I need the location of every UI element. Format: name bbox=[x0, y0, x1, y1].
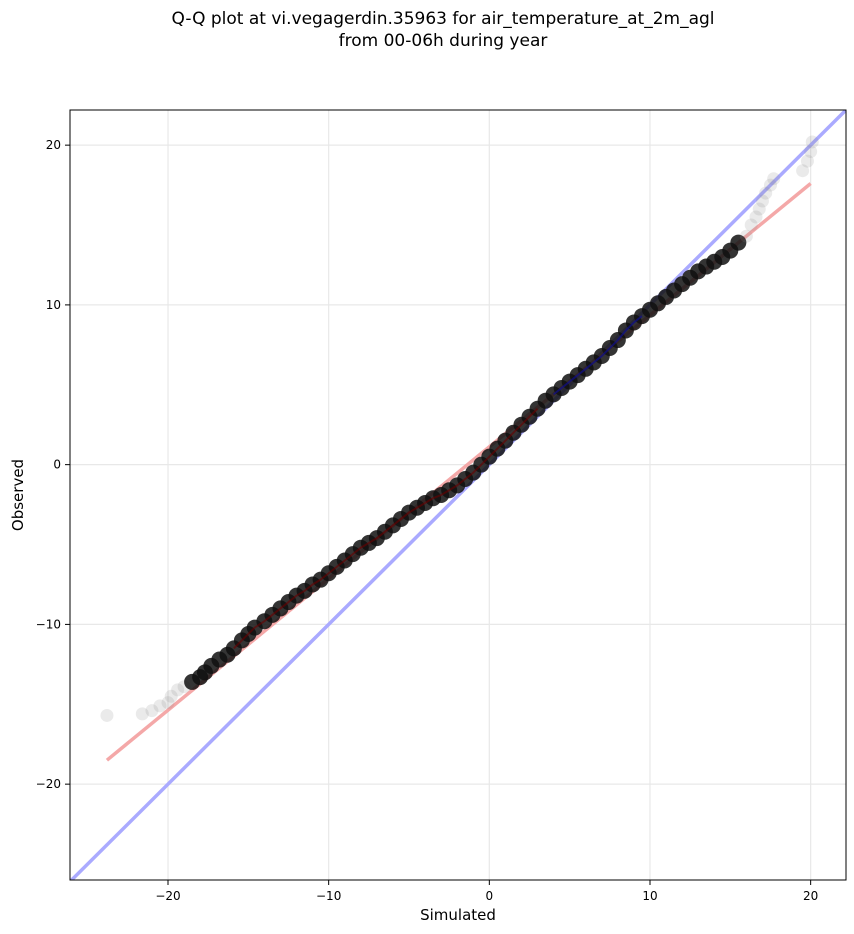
quantile-point bbox=[730, 234, 747, 251]
y-axis-label: Observed bbox=[9, 458, 27, 532]
axes-frame bbox=[69, 109, 847, 881]
quantile-point bbox=[100, 708, 114, 722]
quantile-point bbox=[135, 707, 149, 721]
quantile-point bbox=[804, 145, 818, 159]
x-axis-label: Simulated bbox=[420, 906, 496, 924]
x-tick-label: −20 bbox=[155, 889, 180, 903]
y-tick-label: −20 bbox=[36, 777, 61, 791]
chart-title-line-2: from 00-06h during year bbox=[338, 31, 548, 51]
quantile-point bbox=[767, 172, 781, 186]
fit-line-overlap bbox=[233, 408, 539, 650]
quantile-point bbox=[153, 699, 167, 713]
quantile-point bbox=[744, 218, 758, 232]
one-to-one-line bbox=[70, 110, 846, 880]
quantile-point bbox=[161, 696, 175, 710]
reference-line-overlap bbox=[552, 315, 643, 396]
quantile-point bbox=[805, 135, 819, 149]
y-tick-label: 10 bbox=[46, 298, 61, 312]
quantile-point bbox=[759, 186, 773, 200]
quantile-point bbox=[763, 178, 777, 192]
quantile-point bbox=[749, 210, 763, 224]
quantile-point bbox=[171, 683, 185, 697]
quantile-point bbox=[755, 194, 769, 208]
quantile-point bbox=[796, 164, 810, 178]
y-tick-label: 0 bbox=[53, 458, 61, 472]
quantile-point bbox=[164, 689, 178, 703]
x-tick-label: 20 bbox=[803, 889, 818, 903]
quantile-point bbox=[800, 154, 814, 168]
y-tick-label: −10 bbox=[36, 617, 61, 631]
quantile-point bbox=[752, 202, 766, 216]
x-tick-label: 10 bbox=[642, 889, 657, 903]
chart-title: Q-Q plot at vi.vegagerdin.35963 for air_… bbox=[0, 8, 854, 52]
x-tick-label: −10 bbox=[316, 889, 341, 903]
x-tick-label: 0 bbox=[486, 889, 494, 903]
quantile-point bbox=[145, 704, 159, 718]
chart-title-line-1: Q-Q plot at vi.vegagerdin.35963 for air_… bbox=[171, 9, 715, 29]
plot-area bbox=[70, 110, 846, 880]
quantile-point bbox=[739, 229, 753, 243]
y-tick-label: 20 bbox=[46, 138, 61, 152]
